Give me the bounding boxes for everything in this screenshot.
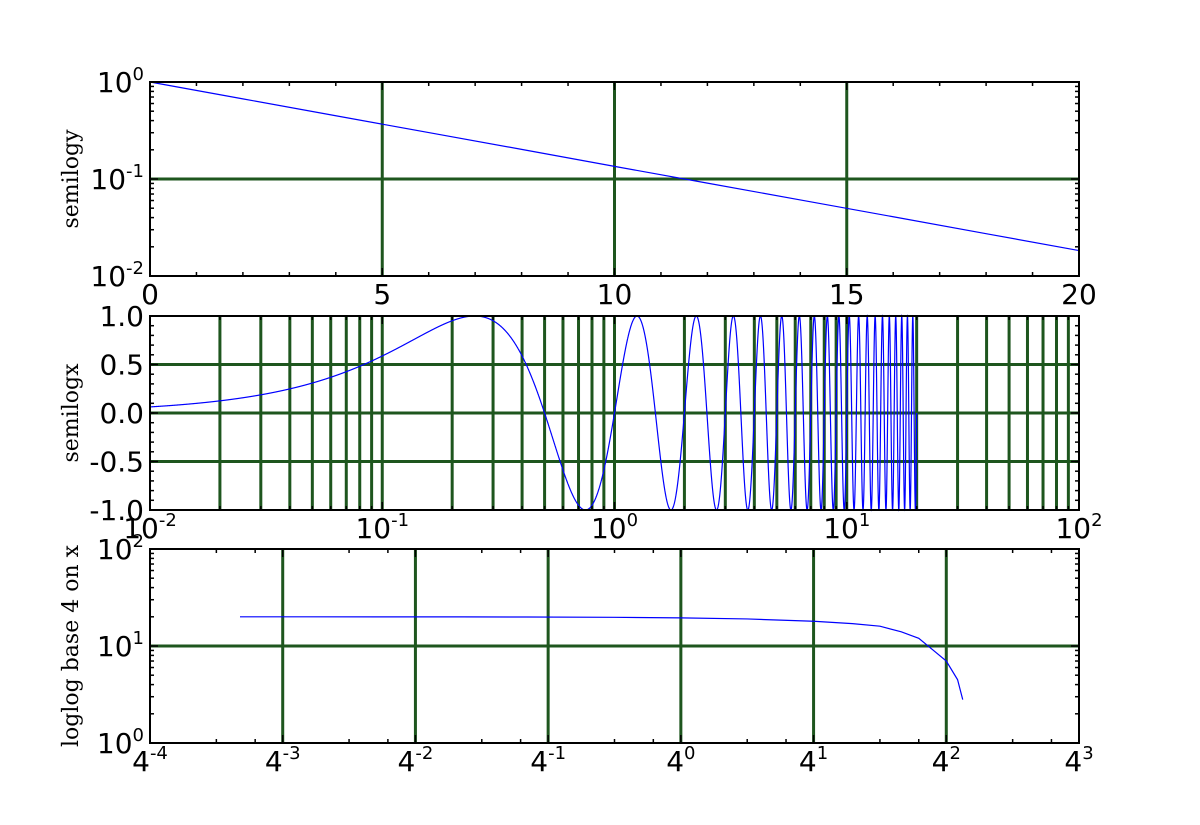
- x-tick-label: 40: [666, 743, 695, 778]
- y-tick-label: 101: [97, 628, 144, 663]
- tick-marks: [149, 315, 1080, 511]
- series: [149, 314, 918, 512]
- x-tick-label-base: 4: [530, 745, 548, 778]
- x-tick-label: 0: [141, 278, 159, 311]
- x-tick-label-base: 10: [1055, 512, 1091, 545]
- y-tick-label: -1.0: [89, 494, 144, 527]
- x-tick-label: 20: [1061, 278, 1097, 311]
- grid: [150, 82, 1079, 276]
- x-tick-label-exponent: -4: [150, 743, 168, 764]
- x-tick-label-base: 15: [829, 278, 865, 311]
- x-tick-label-base: 20: [1061, 278, 1097, 311]
- x-tick-label-exponent: 3: [1082, 743, 1093, 764]
- y-tick-label-base: -0.5: [89, 446, 144, 479]
- x-tick-label: 100: [591, 510, 638, 545]
- tick-marks: [149, 81, 1080, 277]
- series-line: [149, 314, 918, 512]
- y-tick-label-base: 10: [97, 66, 133, 99]
- y-tick-label-base: 1.0: [99, 300, 144, 333]
- x-tick-label: 102: [1055, 510, 1102, 545]
- x-tick-label-base: 5: [373, 278, 391, 311]
- series: [149, 81, 1080, 252]
- tick-marks: [149, 548, 1080, 744]
- x-tick-label-exponent: 2: [949, 743, 960, 764]
- x-tick-label-exponent: -3: [283, 743, 301, 764]
- y-tick-label-base: 10: [97, 727, 133, 760]
- x-tick-label-base: 4: [265, 745, 283, 778]
- x-tick-label-base: 0: [141, 278, 159, 311]
- x-tick-label-base: 4: [398, 745, 416, 778]
- y-tick-label-base: -1.0: [89, 494, 144, 527]
- x-tick-label-base: 10: [355, 512, 391, 545]
- x-tick-label-exponent: -1: [548, 743, 566, 764]
- x-tick-label-base: 4: [666, 745, 684, 778]
- y-tick-label: 0.0: [99, 397, 144, 430]
- x-tick-label: 4-1: [530, 743, 566, 778]
- y-tick-label-base: 10: [97, 630, 133, 663]
- x-tick-label-exponent: -2: [159, 510, 177, 531]
- y-tick-label: 0.5: [99, 349, 144, 382]
- x-tick-label: 4-2: [398, 743, 434, 778]
- y-tick-label-base: 0.0: [99, 397, 144, 430]
- y-axis-label: semilogx: [59, 363, 84, 463]
- y-tick-label-exponent: 1: [133, 628, 144, 649]
- x-tick-label: 41: [799, 743, 828, 778]
- y-tick-label: 100: [97, 64, 144, 99]
- x-tick-label-base: 4: [799, 745, 817, 778]
- x-tick-label: 10-1: [355, 510, 409, 545]
- x-tick-label-exponent: 2: [1091, 510, 1102, 531]
- x-tick-label-exponent: 0: [627, 510, 638, 531]
- y-axis-label: loglog base 4 on x: [59, 544, 84, 747]
- y-axis-label: semilogy: [59, 129, 84, 229]
- x-tick-label-exponent: -2: [415, 743, 433, 764]
- x-tick-label-exponent: 1: [817, 743, 828, 764]
- x-tick-label-exponent: -1: [391, 510, 409, 531]
- y-tick-label-exponent: -2: [126, 258, 144, 279]
- x-tick-label-base: 10: [823, 512, 859, 545]
- y-tick-label-exponent: 2: [133, 531, 144, 552]
- x-tick-label: 43: [1064, 743, 1093, 778]
- x-tick-label: 5: [373, 278, 391, 311]
- grid: [150, 549, 1079, 743]
- x-tick-label: 4-4: [132, 743, 168, 778]
- x-tick-label-base: 10: [591, 512, 627, 545]
- y-tick-label: -0.5: [89, 446, 144, 479]
- y-tick-label-base: 10: [90, 260, 126, 293]
- y-tick-label: 1.0: [99, 300, 144, 333]
- x-tick-label: 101: [823, 510, 870, 545]
- x-tick-label-exponent: 0: [684, 743, 695, 764]
- x-tick-label-base: 4: [932, 745, 950, 778]
- y-tick-label-exponent: 0: [133, 64, 144, 85]
- y-tick-label-exponent: 0: [133, 725, 144, 746]
- x-tick-label: 4-3: [265, 743, 301, 778]
- series: [239, 616, 964, 700]
- x-tick-label-base: 10: [597, 278, 633, 311]
- x-tick-label: 15: [829, 278, 865, 311]
- x-tick-label: 42: [932, 743, 961, 778]
- x-tick-label: 10: [597, 278, 633, 311]
- x-tick-label-base: 4: [1064, 745, 1082, 778]
- semilogx-panel: 10-2 10-1 100 101 1021.00.50.0-0.5-1.0semilo…: [59, 300, 1103, 545]
- y-tick-label-base: 0.5: [99, 349, 144, 382]
- y-tick-label-exponent: -1: [126, 161, 144, 182]
- y-tick-label: 10-2: [90, 258, 144, 293]
- x-tick-label-exponent: 1: [859, 510, 870, 531]
- x-tick-label: 10-2: [123, 510, 177, 545]
- y-tick-label: 10-1: [90, 161, 144, 196]
- y-tick-label: 100: [97, 725, 144, 760]
- y-tick-label-base: 10: [90, 163, 126, 196]
- series-line: [149, 81, 1080, 252]
- x-tick-label-base: 4: [132, 745, 150, 778]
- x-tick-label-base: 10: [123, 512, 159, 545]
- y-tick-label-base: 10: [97, 533, 133, 566]
- series-line: [239, 616, 964, 700]
- y-tick-label: 102: [97, 531, 144, 566]
